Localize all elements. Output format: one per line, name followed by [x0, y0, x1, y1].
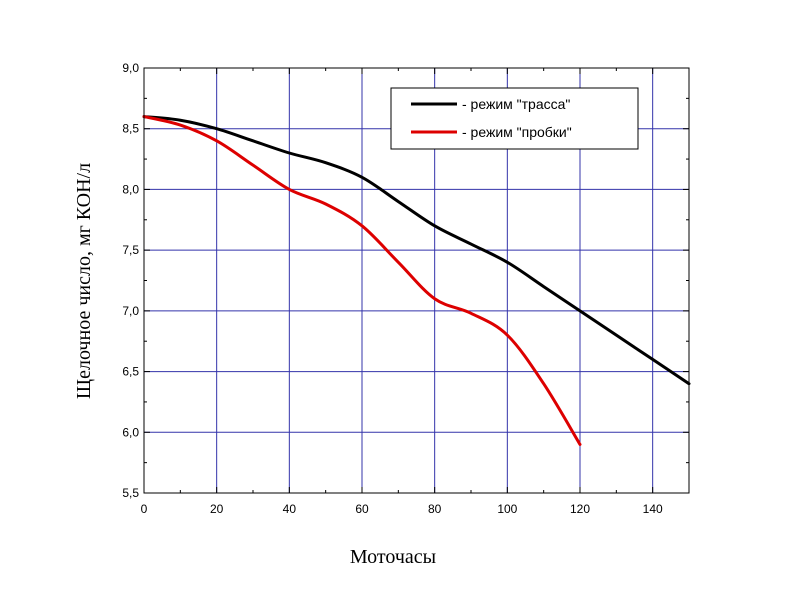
legend-label-probki: - режим "пробки"	[462, 124, 572, 140]
y-tick-label: 9,0	[122, 61, 139, 75]
legend-label-trassa: - режим "трасса"	[462, 96, 570, 112]
ticks: 0 20 40 60 80 100 120 140 5,5 6,0 6,5 7,0 7,5 8,0 8,5 9…	[122, 61, 689, 516]
x-tick-label: 20	[210, 502, 224, 516]
y-tick-label: 8,0	[122, 182, 139, 196]
y-axis-title: Щелочное число, мг КОН/л	[73, 163, 95, 399]
y-tick-label: 6,0	[122, 425, 139, 439]
y-tick-label: 7,0	[122, 304, 139, 318]
legend-box	[390, 87, 639, 150]
x-tick-label: 100	[497, 502, 517, 516]
x-tick-label: 140	[643, 502, 663, 516]
y-tick-label: 6,5	[122, 365, 139, 379]
y-tick-label: 5,5	[122, 486, 139, 500]
x-tick-label: 0	[141, 502, 148, 516]
series-line-trassa	[142, 115, 691, 386]
y-tick-label: 7,5	[122, 243, 139, 257]
y-tick-label: 8,5	[122, 122, 139, 136]
x-tick-label: 120	[570, 502, 590, 516]
series-line-probki	[142, 115, 582, 446]
legend: - режим "трасса" - режим "пробки"	[390, 87, 639, 150]
x-axis-title: Моточасы	[350, 546, 436, 568]
x-tick-label: 40	[283, 502, 297, 516]
x-tick-label: 80	[428, 502, 442, 516]
x-tick-label: 60	[355, 502, 369, 516]
series-layer	[142, 115, 691, 446]
